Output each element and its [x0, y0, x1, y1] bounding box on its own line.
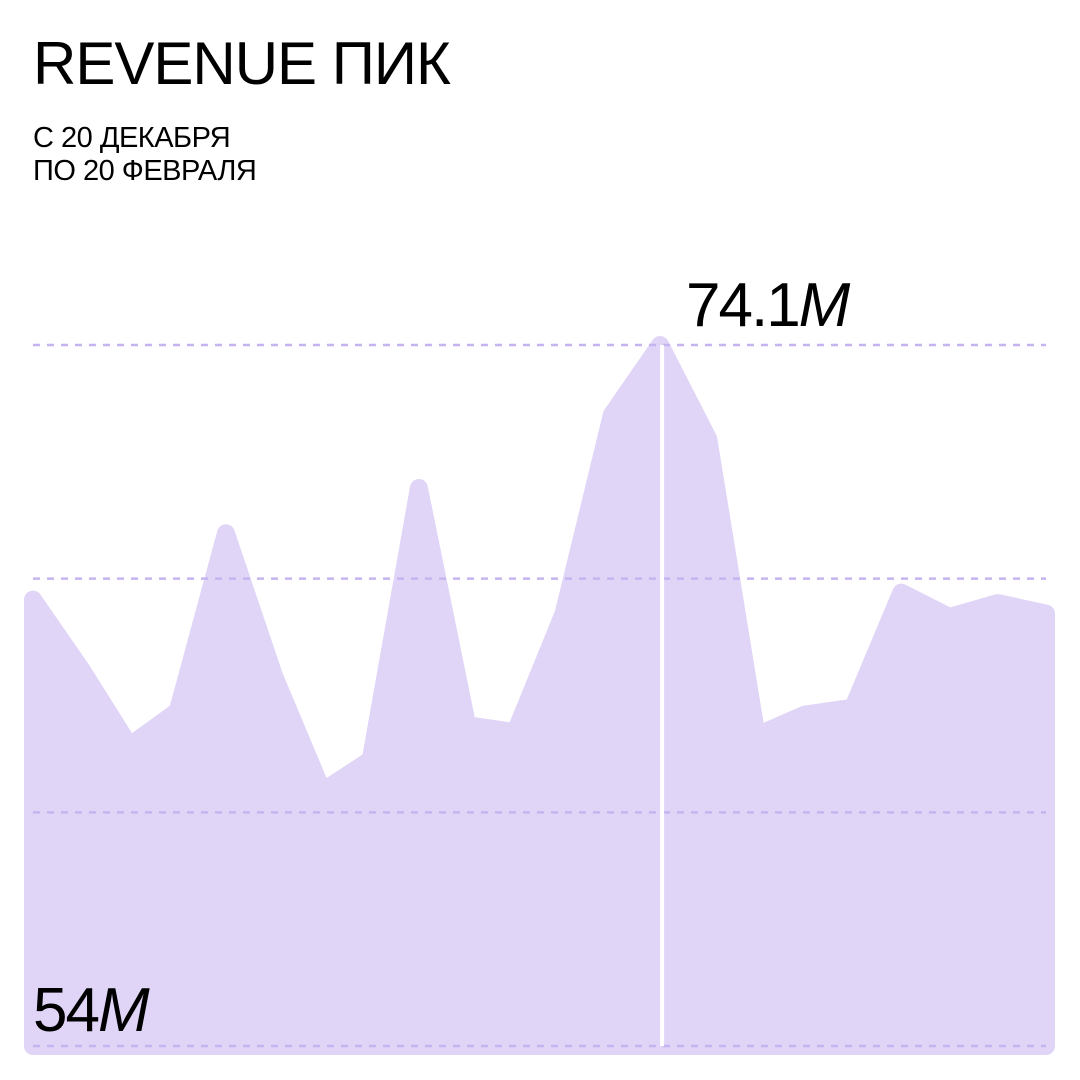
data-point-2	[127, 744, 132, 749]
data-point-12	[609, 412, 614, 417]
data-point-21	[1044, 611, 1048, 616]
revenue-area	[24, 336, 1055, 1055]
data-point-0	[31, 597, 35, 602]
data-point-11	[561, 611, 566, 616]
chart-title: REVENUE ПИК	[33, 30, 451, 97]
min-value-label: 54M	[33, 980, 150, 1042]
data-point-4	[223, 531, 228, 536]
date-range: С 20 ДЕКАБРЯ ПО 20 ФЕВРАЛЯ	[33, 122, 257, 188]
peak-value-number: 74.1	[686, 271, 801, 340]
min-value-number: 54	[33, 976, 100, 1045]
date-range-end: ПО 20 ФЕВРАЛЯ	[33, 155, 257, 187]
data-point-3	[175, 709, 180, 714]
data-point-20	[995, 601, 1000, 606]
data-point-18	[899, 590, 904, 595]
date-range-start: С 20 ДЕКАБРЯ	[33, 122, 231, 154]
data-point-8	[416, 485, 421, 490]
peak-value-label: 74.1M	[686, 275, 850, 337]
data-point-1	[79, 667, 84, 672]
data-point-17	[851, 705, 856, 710]
data-point-10	[513, 730, 518, 735]
data-point-16	[802, 712, 807, 717]
data-point-7	[368, 758, 373, 763]
data-point-6	[320, 789, 325, 794]
data-point-9	[465, 723, 470, 728]
data-point-19	[947, 615, 952, 620]
data-point-15	[754, 733, 759, 738]
min-value-unit: M	[97, 976, 150, 1045]
peak-value-unit: M	[798, 271, 851, 340]
data-point-14	[706, 437, 711, 442]
data-point-5	[272, 674, 277, 679]
